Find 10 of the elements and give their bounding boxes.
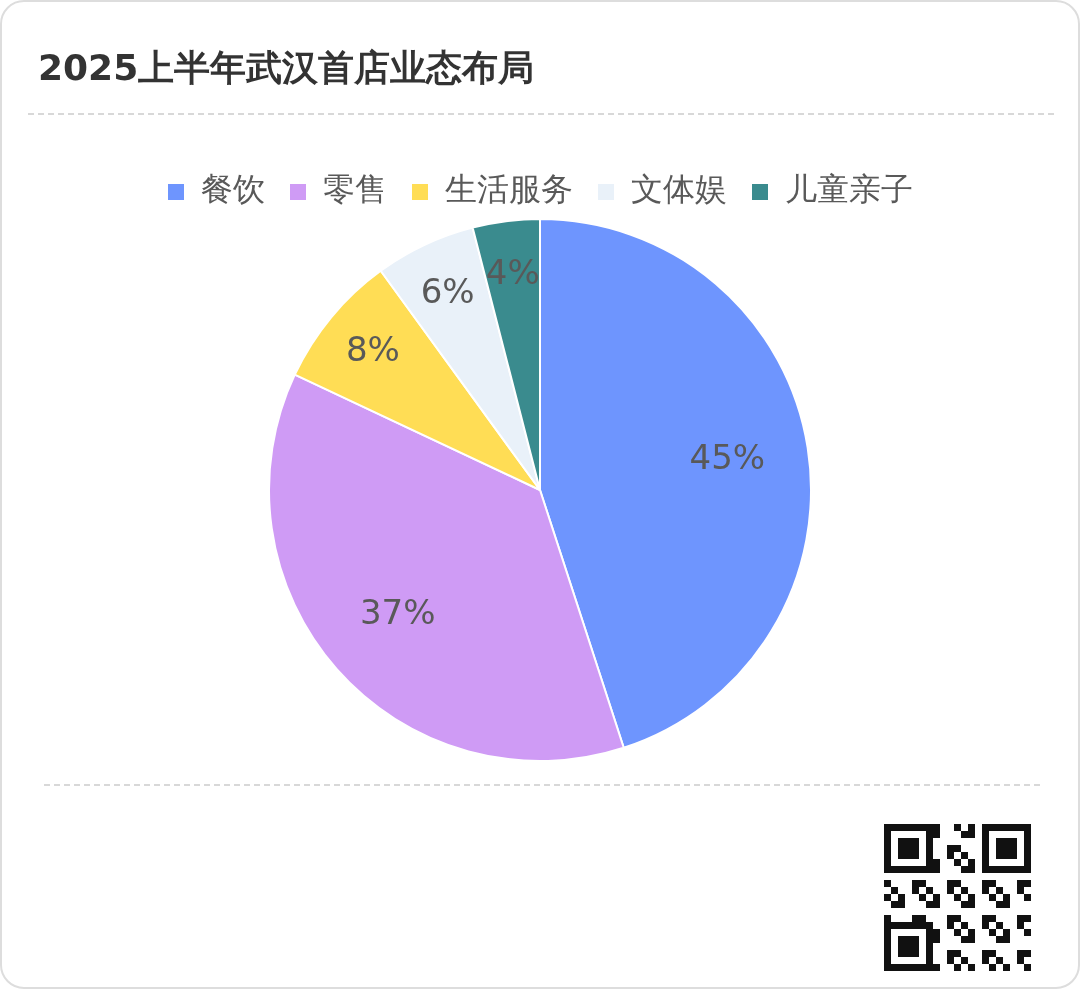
legend-label: 文体娱: [631, 170, 727, 209]
data-label: 37%: [359, 592, 436, 633]
legend-label: 生活服务: [445, 170, 573, 209]
legend-label: 零售: [323, 170, 387, 209]
legend-label: 餐饮: [201, 170, 265, 209]
data-label: 6%: [420, 270, 475, 311]
legend-label: 儿童亲子: [785, 170, 913, 209]
chart-title: 2025上半年武汉首店业态布局: [38, 46, 535, 90]
data-label: 45%: [689, 437, 766, 478]
data-label: 8%: [345, 328, 400, 369]
